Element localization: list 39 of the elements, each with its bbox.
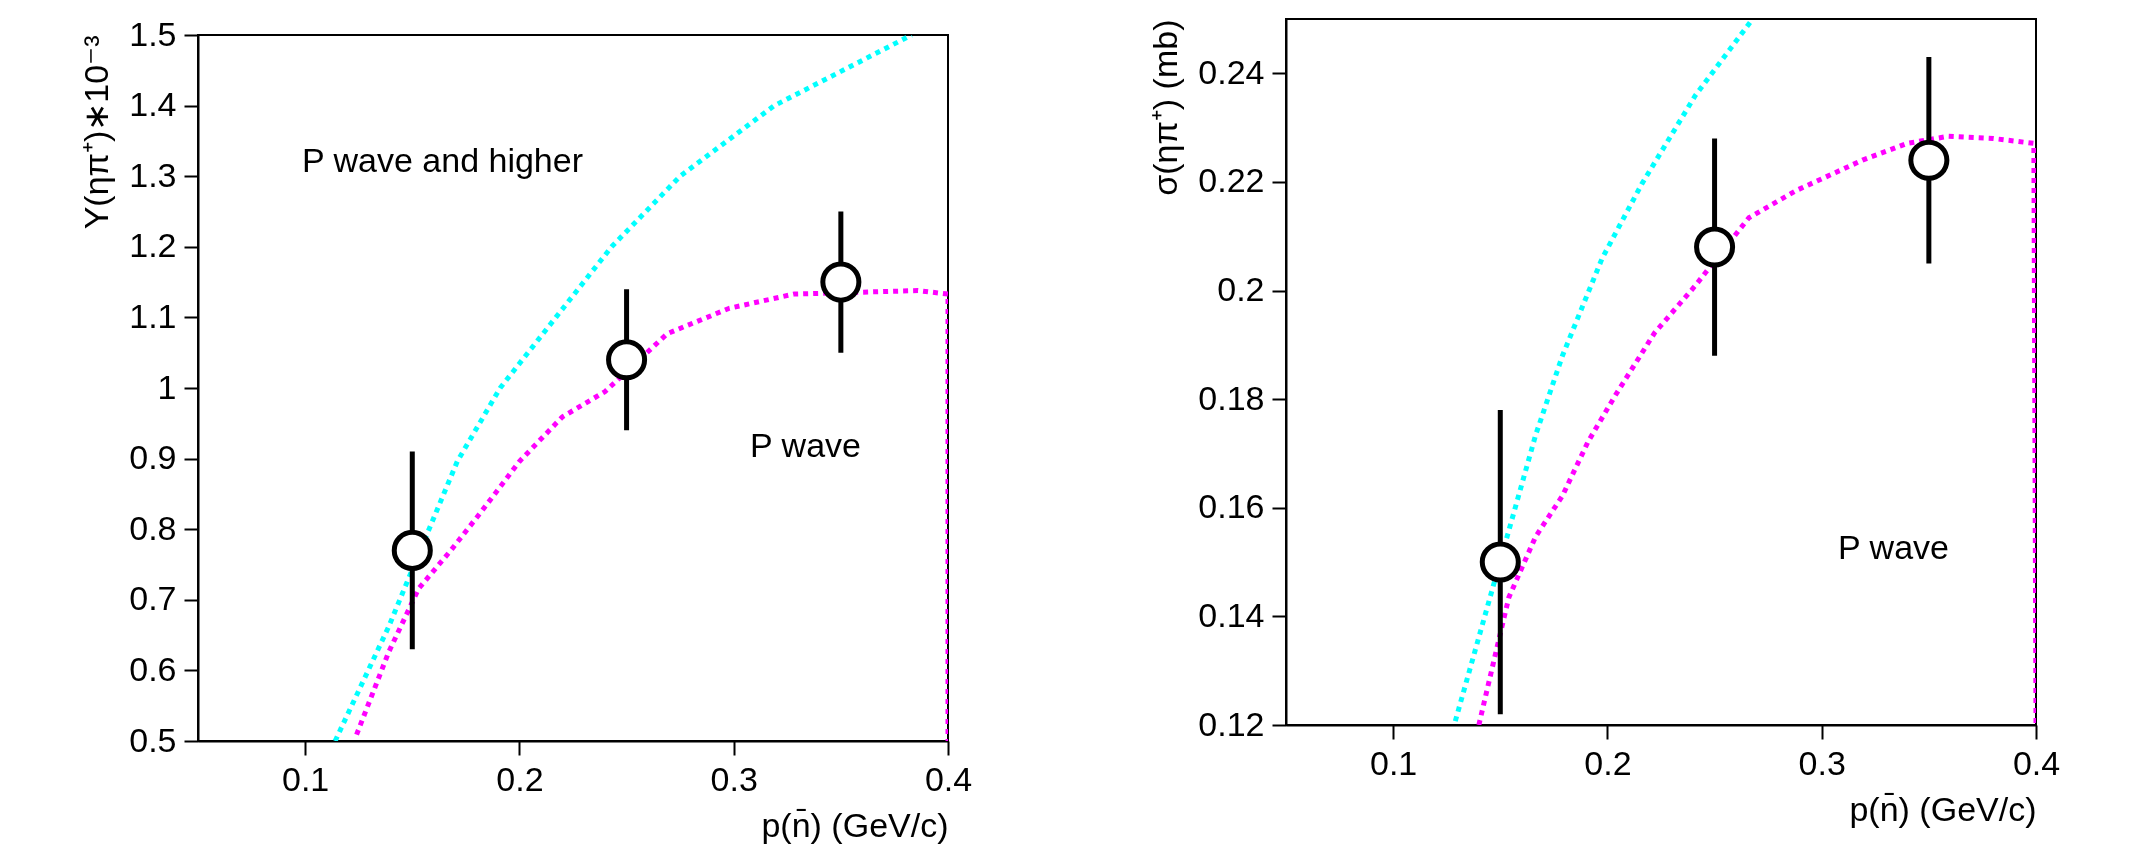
y-tick-label: 0.14: [1198, 595, 1265, 634]
point: [391, 529, 433, 571]
y-tick-label: 1.1: [129, 296, 177, 335]
annotation: P wave: [1838, 527, 1949, 566]
y-tick-label: 0.6: [129, 649, 177, 688]
point: [606, 339, 648, 381]
y-tick-label: 0.12: [1198, 704, 1265, 743]
x-tick-label: 0.2: [1584, 743, 1632, 782]
point: [1479, 541, 1521, 583]
x-axis-title: p(n̄) (GeV/c): [761, 805, 949, 844]
y-tick-label: 1: [157, 367, 177, 406]
y-tick-label: 0.22: [1198, 161, 1265, 200]
y-tick-label: 0.18: [1198, 378, 1265, 417]
x-tick-label: 0.4: [924, 759, 973, 798]
y-tick-label: 1.5: [129, 14, 177, 53]
y-axis-title: σ(ηπ⁺) (mb): [1146, 19, 1185, 196]
y-tick-label: 0.7: [129, 579, 177, 618]
point: [1908, 139, 1950, 181]
y-tick-label: 0.24: [1198, 52, 1265, 91]
x-tick-label: 0.1: [282, 759, 330, 798]
point: [820, 261, 862, 303]
y-tick-label: 0.9: [129, 438, 177, 477]
x-tick-label: 0.3: [710, 759, 758, 798]
x-tick-label: 0.2: [496, 759, 544, 798]
point: [1694, 226, 1736, 268]
x-axis-title: p(n̄) (GeV/c): [1849, 789, 2037, 828]
y-tick-label: 0.2: [1217, 270, 1265, 309]
y-tick-label: 1.3: [129, 155, 177, 194]
annotation: P wave and higher: [301, 141, 584, 180]
y-tick-label: 0.5: [129, 720, 177, 759]
y-tick-label: 1.2: [129, 226, 177, 265]
y-tick-label: 0.16: [1198, 487, 1265, 526]
annotation: P wave: [750, 426, 861, 465]
x-tick-label: 0.3: [1798, 743, 1846, 782]
y-axis-title: Y(ηπ⁺)∗10⁻³: [77, 35, 116, 230]
y-tick-label: 0.8: [129, 508, 177, 547]
y-tick-label: 1.4: [129, 85, 177, 124]
x-tick-label: 0.4: [2012, 743, 2061, 782]
x-tick-label: 0.1: [1370, 743, 1418, 782]
